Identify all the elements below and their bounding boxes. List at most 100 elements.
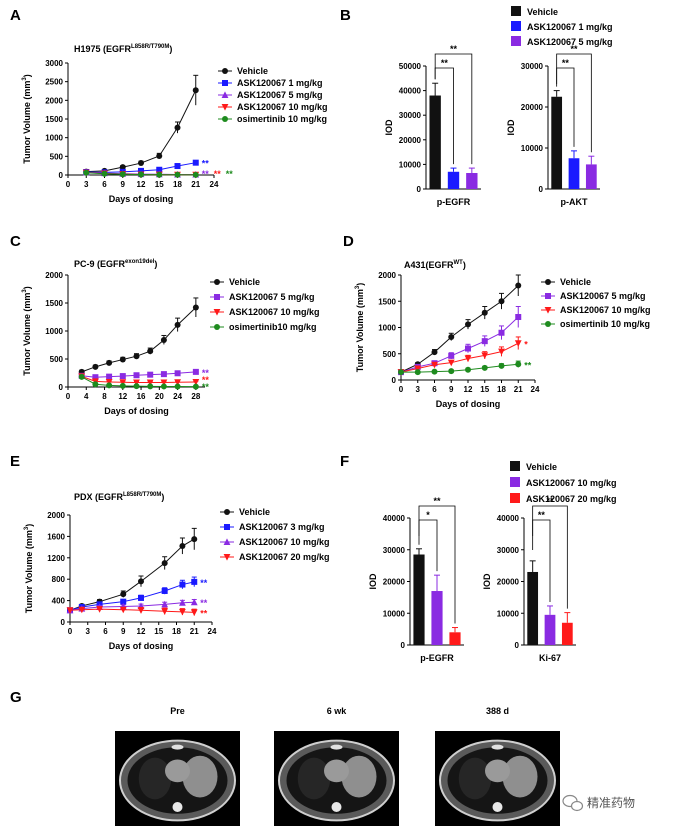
data-point: [190, 598, 198, 606]
data-point: [414, 369, 421, 376]
x-tick-label: 18: [173, 180, 182, 189]
y-tick-label: 30000: [521, 62, 544, 71]
data-point: [119, 606, 127, 614]
y-axis-label: Tumor Volume (mm3): [24, 524, 34, 614]
legend-label: Vehicle: [527, 7, 558, 17]
data-point: [214, 324, 220, 330]
x-tick-label: 16: [137, 392, 146, 401]
y-tick-label: 500: [50, 152, 64, 161]
data-point: [222, 68, 228, 74]
y-tick-label: 10000: [399, 160, 422, 169]
data-point: [179, 543, 186, 550]
panel-B2: 0 10000 20000 30000 p-AKT IOD ****: [506, 44, 600, 207]
data-point: [192, 304, 199, 311]
data-point: [224, 509, 230, 515]
data-point: [161, 560, 168, 567]
y-tick-label: 0: [59, 383, 64, 392]
y-tick-label: 1000: [45, 327, 63, 336]
data-point: [192, 87, 199, 94]
y-tick-label: 20000: [521, 103, 544, 112]
data-point: [133, 383, 140, 390]
x-tick-label: 0: [399, 385, 404, 394]
panel-F2: 0 10000 20000 30000 40000 Ki-67 IOD ****: [482, 496, 576, 663]
x-tick-label: 8: [102, 392, 107, 401]
data-point: [174, 321, 181, 328]
series-0: [67, 527, 198, 614]
data-point: [431, 349, 438, 356]
significance-mark: **: [202, 382, 210, 392]
data-point: [545, 279, 551, 285]
significance-bracket: [418, 505, 456, 624]
data-point: [119, 356, 126, 363]
scan-caption: 388 d: [486, 706, 509, 716]
x-axis-label: Days of dosing: [104, 406, 169, 416]
legend-label: Vehicle: [560, 277, 591, 287]
legend-label: Vehicle: [229, 277, 260, 287]
x-tick-label: 3: [86, 627, 91, 636]
y-tick-label: 40000: [383, 514, 406, 523]
significance-mark: *: [426, 510, 430, 520]
liver: [341, 755, 377, 798]
y-tick-label: 10000: [497, 609, 520, 618]
significance-mark: **: [202, 169, 210, 179]
data-point: [138, 594, 144, 601]
series-3: [78, 373, 199, 390]
panel-label: D: [343, 233, 354, 250]
data-point: [146, 379, 154, 387]
data-point: [498, 329, 505, 336]
data-point: [78, 606, 86, 614]
y-tick-label: 1500: [45, 115, 63, 124]
x-tick-label: 9: [449, 385, 454, 394]
significance-mark: **: [202, 368, 210, 378]
data-point: [119, 373, 126, 380]
data-point: [138, 160, 144, 167]
data-point: [465, 345, 471, 352]
significance-mark: **: [441, 58, 449, 68]
significance-mark: **: [202, 375, 210, 385]
panel-F1: F 0 10000 20000 30000 40000 p-EGFR IOD ***: [340, 453, 464, 663]
data-point: [222, 116, 228, 122]
data-point: [179, 608, 186, 616]
y-axis-label: Tumor Volume (mm3): [22, 286, 32, 376]
liver: [182, 755, 218, 798]
bar: [544, 614, 556, 645]
legend-label: ASK120067 5 mg/kg: [237, 90, 323, 100]
bar: [561, 622, 573, 645]
data-point: [138, 578, 144, 585]
y-tick-label: 20000: [399, 136, 422, 145]
x-tick-label: 21: [190, 627, 199, 636]
data-point: [105, 378, 113, 386]
data-point: [221, 91, 229, 98]
data-point: [147, 371, 154, 378]
legend-label: ASK120067 5 mg/kg: [229, 292, 315, 302]
legend-label: ASK120067 1 mg/kg: [527, 22, 613, 32]
data-point: [498, 348, 505, 356]
legend-label: Vehicle: [237, 66, 268, 76]
data-point: [174, 379, 181, 386]
data-point: [106, 359, 113, 366]
y-tick-label: 20000: [383, 578, 406, 587]
chart-title: PC-9 (EGFRexon19del): [74, 259, 157, 269]
x-tick-label: 3: [84, 180, 89, 189]
legend-swatch: [511, 6, 521, 16]
y-tick-label: 400: [52, 597, 66, 606]
data-point: [92, 381, 99, 388]
data-point: [545, 293, 551, 299]
x-tick-label: 12: [137, 180, 146, 189]
significance-mark: *: [524, 339, 528, 349]
series-0: [83, 74, 199, 175]
x-tick-label: 0: [68, 627, 73, 636]
data-point: [96, 606, 103, 613]
data-point: [133, 353, 140, 360]
panel-label: C: [10, 233, 21, 250]
y-tick-label: 0: [417, 185, 422, 194]
data-point: [447, 359, 455, 367]
data-point: [192, 378, 200, 386]
x-tick-label: 12: [464, 385, 473, 394]
x-tick-label: 9: [121, 627, 126, 636]
legend-label: osimertinib 10 mg/kg: [237, 114, 327, 124]
data-point: [431, 361, 438, 369]
x-axis-label: Days of dosing: [436, 399, 501, 409]
legend-label: osimertinib 10 mg/kg: [560, 319, 650, 329]
